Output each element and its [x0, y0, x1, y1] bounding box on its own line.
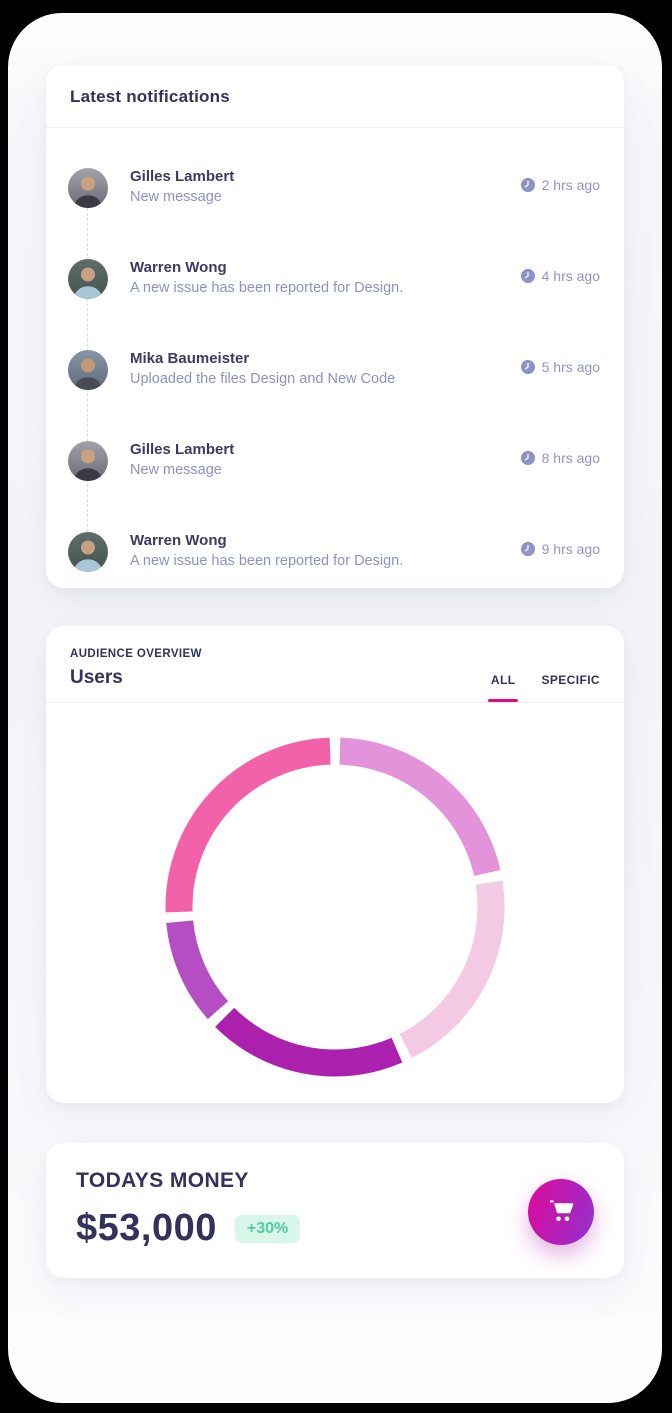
- person-silhouette-icon: [73, 267, 103, 299]
- notification-name: Gilles Lambert: [130, 441, 235, 458]
- avatar: [68, 441, 108, 481]
- notification-meta: 9 hrs ago: [520, 541, 600, 557]
- money-delta-badge: +30%: [234, 1214, 301, 1243]
- notifications-divider: [46, 127, 624, 128]
- audience-eyebrow: AUDIENCE OVERVIEW: [70, 648, 202, 660]
- notification-meta: 5 hrs ago: [520, 359, 600, 375]
- clock-icon: [520, 178, 535, 192]
- person-silhouette-icon: [73, 176, 103, 208]
- cart-button[interactable]: [528, 1179, 594, 1245]
- notification-message: Uploaded the files Design and New Code: [130, 371, 396, 387]
- notification-message: New message: [130, 462, 222, 478]
- notification-row[interactable]: Mika Baumeister Uploaded the files Desig…: [68, 350, 600, 390]
- notification-message: A new issue has been reported for Design…: [130, 553, 404, 569]
- notification-time: 2 hrs ago: [541, 177, 600, 193]
- avatar: [68, 350, 108, 390]
- donut-segment-segment-1[interactable]: [339, 737, 501, 877]
- notification-meta: 8 hrs ago: [520, 450, 600, 466]
- notification-time: 9 hrs ago: [541, 541, 600, 557]
- notifications-card: Latest notifications Gilles Lambert New …: [46, 65, 624, 588]
- tab-specific[interactable]: SPECIFIC: [541, 673, 600, 687]
- audience-overview-card: AUDIENCE OVERVIEW Users ALL SPECIFIC: [46, 626, 624, 1103]
- notification-name: Gilles Lambert: [130, 168, 235, 185]
- notification-name: Warren Wong: [130, 259, 227, 276]
- notification-texts: Warren Wong A new issue has been reporte…: [130, 532, 403, 569]
- person-silhouette-icon: [73, 540, 103, 572]
- tab-all[interactable]: ALL: [487, 673, 518, 702]
- notification-texts: Gilles Lambert New message: [130, 441, 234, 478]
- notification-message: A new issue has been reported for Design…: [130, 280, 404, 296]
- donut-segment-segment-3[interactable]: [215, 1007, 403, 1077]
- clock-icon: [520, 360, 535, 374]
- audience-divider: [46, 702, 624, 703]
- notification-row[interactable]: Gilles Lambert New message 2 hrs ago: [68, 168, 600, 208]
- money-value: $53,000: [76, 1207, 217, 1249]
- donut-chart: [165, 737, 505, 1077]
- clock-icon: [520, 542, 535, 556]
- notification-time: 4 hrs ago: [541, 268, 600, 284]
- notification-time: 8 hrs ago: [541, 450, 600, 466]
- avatar: [68, 259, 108, 299]
- person-silhouette-icon: [73, 358, 103, 390]
- donut-segment-segment-5[interactable]: [165, 737, 331, 913]
- notification-row[interactable]: Warren Wong A new issue has been reporte…: [68, 259, 600, 299]
- money-title: TODAYS MONEY: [76, 1169, 249, 1192]
- avatar: [68, 532, 108, 572]
- clock-icon: [520, 451, 535, 465]
- notification-name: Warren Wong: [130, 532, 227, 549]
- notification-texts: Gilles Lambert New message: [130, 168, 234, 205]
- cart-icon: [546, 1196, 576, 1229]
- notification-meta: 2 hrs ago: [520, 177, 600, 193]
- audience-header: AUDIENCE OVERVIEW Users ALL SPECIFIC: [46, 626, 624, 702]
- clock-icon: [520, 269, 535, 283]
- notification-row[interactable]: Gilles Lambert New message 8 hrs ago: [68, 441, 600, 481]
- notification-time: 5 hrs ago: [541, 359, 600, 375]
- donut-segment-segment-4[interactable]: [166, 920, 229, 1020]
- notification-texts: Mika Baumeister Uploaded the files Desig…: [130, 350, 395, 387]
- notification-row[interactable]: Warren Wong A new issue has been reporte…: [68, 532, 600, 572]
- donut-chart-wrap: [46, 731, 624, 1083]
- person-silhouette-icon: [73, 449, 103, 481]
- avatar: [68, 168, 108, 208]
- notifications-card-header: Latest notifications: [46, 65, 624, 127]
- notification-message: New message: [130, 189, 222, 205]
- notification-meta: 4 hrs ago: [520, 268, 600, 284]
- app-frame: Latest notifications Gilles Lambert New …: [8, 13, 662, 1403]
- notifications-list: Gilles Lambert New message 2 hrs ago War…: [46, 128, 624, 588]
- notification-texts: Warren Wong A new issue has been reporte…: [130, 259, 403, 296]
- audience-tabs: ALL SPECIFIC: [487, 673, 600, 702]
- donut-segment-segment-2[interactable]: [399, 880, 505, 1059]
- audience-title: Users: [70, 667, 123, 688]
- notification-name: Mika Baumeister: [130, 350, 250, 367]
- todays-money-card: TODAYS MONEY $53,000 +30%: [46, 1143, 624, 1278]
- notifications-title: Latest notifications: [70, 87, 230, 106]
